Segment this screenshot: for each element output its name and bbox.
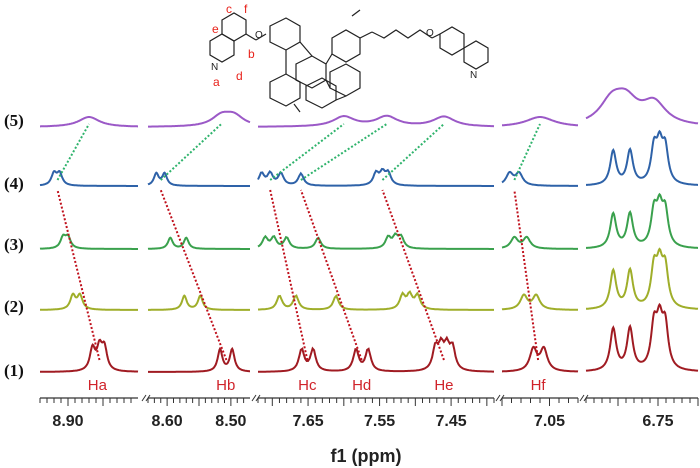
trace-2-segment-1: [40, 292, 138, 311]
trace-label-4: (4): [4, 174, 24, 193]
green-connector-6: [513, 123, 541, 181]
atom-label-N1: N: [211, 62, 218, 73]
green-connector-2: [160, 123, 222, 181]
x-tick-label: 7.65: [292, 413, 323, 430]
peak-label-hb: Hb: [216, 377, 235, 394]
proton-label-f: f: [244, 2, 248, 16]
peak-labels: Ha Hb Hc Hd He Hf: [88, 377, 547, 394]
green-connector-3: [269, 123, 345, 181]
trace-1-segment-5: [585, 302, 699, 372]
peak-label-hf: Hf: [531, 377, 547, 394]
red-connector-3: [269, 189, 309, 361]
peak-label-he: He: [434, 377, 453, 394]
green-connector-1: [56, 123, 90, 181]
red-connector-1: [56, 189, 101, 361]
peak-connectors: [56, 123, 541, 361]
trace-3-segment-5: [586, 192, 698, 249]
trace-label-3: (3): [4, 235, 24, 254]
axis-break-mark: [251, 394, 261, 402]
axis-break-mark: [495, 394, 505, 402]
x-tick-label: 8.90: [52, 413, 83, 430]
atom-label-O1: O: [255, 30, 263, 41]
x-tick-label: 7.55: [364, 413, 395, 430]
red-connector-6: [513, 189, 540, 361]
molecule-atom-labels: O N O N: [211, 28, 477, 81]
x-tick-label: 7.45: [436, 413, 467, 430]
trace-4-segment-3: [257, 167, 494, 187]
trace-3-segment-3: [257, 232, 494, 250]
trace-3-segment-1: [39, 233, 138, 250]
proton-label-e: e: [212, 22, 219, 36]
atom-label-N2: N: [470, 70, 477, 81]
x-tick-label: 6.75: [642, 413, 673, 430]
trace-2-segment-4: [501, 293, 578, 311]
red-connector-4: [299, 189, 363, 361]
x-axis: 8.90 8.60 8.50 7.65 7.55 7.45 7.05 6.75: [39, 394, 699, 430]
trace-1-segment-2: [148, 346, 250, 373]
x-tick-label: 8.50: [215, 413, 246, 430]
proton-label-b: b: [248, 47, 255, 61]
x-axis-title: f1 (ppm): [331, 446, 402, 466]
trace-3-segment-4: [501, 235, 578, 250]
trace-5-segment-5: [585, 87, 699, 125]
trace-2-segment-3: [258, 290, 494, 311]
trace-1-segment-4: [502, 345, 579, 373]
proton-label-c: c: [226, 2, 232, 16]
trace-1-segment-3: [258, 335, 494, 373]
trace-4-segment-4: [501, 170, 578, 187]
trace-label-5: (5): [4, 111, 24, 130]
green-connector-5: [381, 123, 445, 181]
proton-label-d: d: [236, 69, 243, 83]
peak-label-hc: Hc: [298, 377, 317, 394]
x-tick-label: 7.05: [534, 413, 565, 430]
x-tick-label: 8.60: [152, 413, 183, 430]
structure-proton-labels: c f e b a d: [212, 2, 255, 89]
axis-break-mark: [579, 394, 589, 402]
axis-break-mark: [141, 394, 151, 402]
trace-label-1: (1): [4, 361, 24, 380]
molecule-structure: [209, 9, 489, 113]
trace-2-segment-5: [586, 247, 699, 310]
peak-label-ha: Ha: [88, 377, 108, 394]
trace-3-segment-2: [147, 236, 250, 250]
trace-labels: (5) (4) (3) (2) (1): [4, 111, 24, 380]
trace-5-segment-4: [502, 116, 578, 127]
peak-label-hd: Hd: [352, 377, 371, 394]
trace-1-segment-1: [40, 338, 139, 373]
atom-label-O2: O: [426, 28, 434, 39]
trace-4-segment-5: [586, 129, 698, 186]
red-connector-5: [381, 189, 445, 361]
trace-5-segment-3: [258, 114, 495, 128]
trace-4-segment-1: [39, 169, 138, 187]
trace-label-2: (2): [4, 297, 24, 316]
red-connector-2: [159, 189, 228, 361]
trace-5-segment-1: [40, 116, 138, 128]
green-connector-4: [300, 123, 388, 181]
proton-label-a: a: [213, 75, 220, 89]
trace-2-segment-2: [148, 294, 250, 311]
trace-5-segment-2: [148, 110, 251, 128]
trace-4-segment-2: [147, 171, 250, 187]
spectrum-traces: [39, 87, 699, 373]
